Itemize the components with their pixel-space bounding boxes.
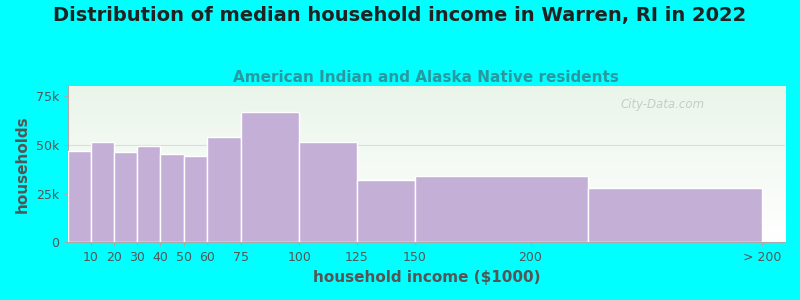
Y-axis label: households: households: [15, 116, 30, 213]
X-axis label: household income ($1000): household income ($1000): [313, 270, 540, 285]
Bar: [357, 180, 415, 242]
Bar: [299, 142, 357, 242]
Title: American Indian and Alaska Native residents: American Indian and Alaska Native reside…: [234, 70, 619, 85]
Bar: [588, 188, 762, 242]
Bar: [242, 112, 299, 242]
Text: City-Data.com: City-Data.com: [620, 98, 704, 111]
Bar: [114, 152, 138, 242]
Bar: [183, 157, 206, 242]
Bar: [91, 142, 114, 242]
Text: Distribution of median household income in Warren, RI in 2022: Distribution of median household income …: [54, 6, 746, 25]
Bar: [138, 146, 160, 242]
Bar: [206, 137, 242, 242]
Bar: [160, 154, 183, 242]
Bar: [68, 151, 91, 242]
Bar: [415, 176, 588, 242]
